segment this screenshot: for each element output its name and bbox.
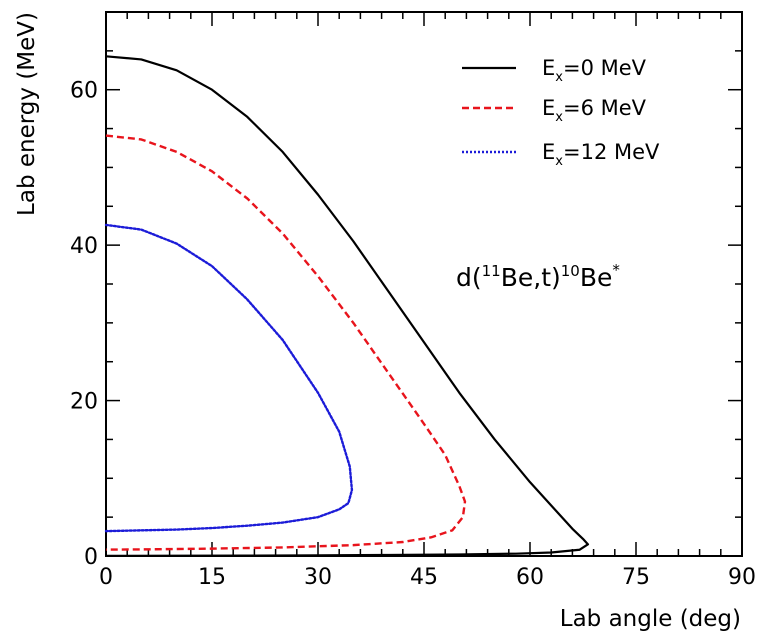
legend-entry-ex12: Ex=12 MeV — [542, 140, 660, 169]
data-curves — [104, 55, 590, 557]
series-line-0 — [105, 55, 590, 557]
y-tick-label: 0 — [84, 545, 98, 570]
legend-entry-ex0: Ex=0 MeV — [542, 56, 647, 85]
x-axis-title: Lab angle (deg) — [560, 606, 741, 632]
series-line-2 — [104, 223, 354, 533]
y-axis-title: Lab energy (MeV) — [14, 12, 40, 216]
reaction-annotation: d(11Be,t)10Be* — [456, 261, 620, 292]
y-tick-label: 60 — [70, 79, 98, 104]
legend-entry-ex6: Ex=6 MeV — [542, 96, 647, 125]
axis-ticks: 0 15 30 45 60 75 90 0 20 40 60 — [70, 11, 756, 590]
y-tick-label: 40 — [70, 234, 98, 259]
x-tick-label: 75 — [622, 565, 650, 590]
x-tick-label: 45 — [410, 565, 438, 590]
legend: Ex=0 MeV Ex=6 MeV Ex=12 MeV — [462, 56, 660, 169]
x-tick-label: 30 — [304, 565, 332, 590]
y-tick-label: 20 — [70, 390, 98, 415]
x-tick-label: 60 — [516, 565, 544, 590]
series-line-1 — [105, 134, 467, 551]
x-tick-label: 0 — [99, 565, 113, 590]
x-tick-label: 15 — [198, 565, 226, 590]
x-tick-label: 90 — [728, 565, 756, 590]
